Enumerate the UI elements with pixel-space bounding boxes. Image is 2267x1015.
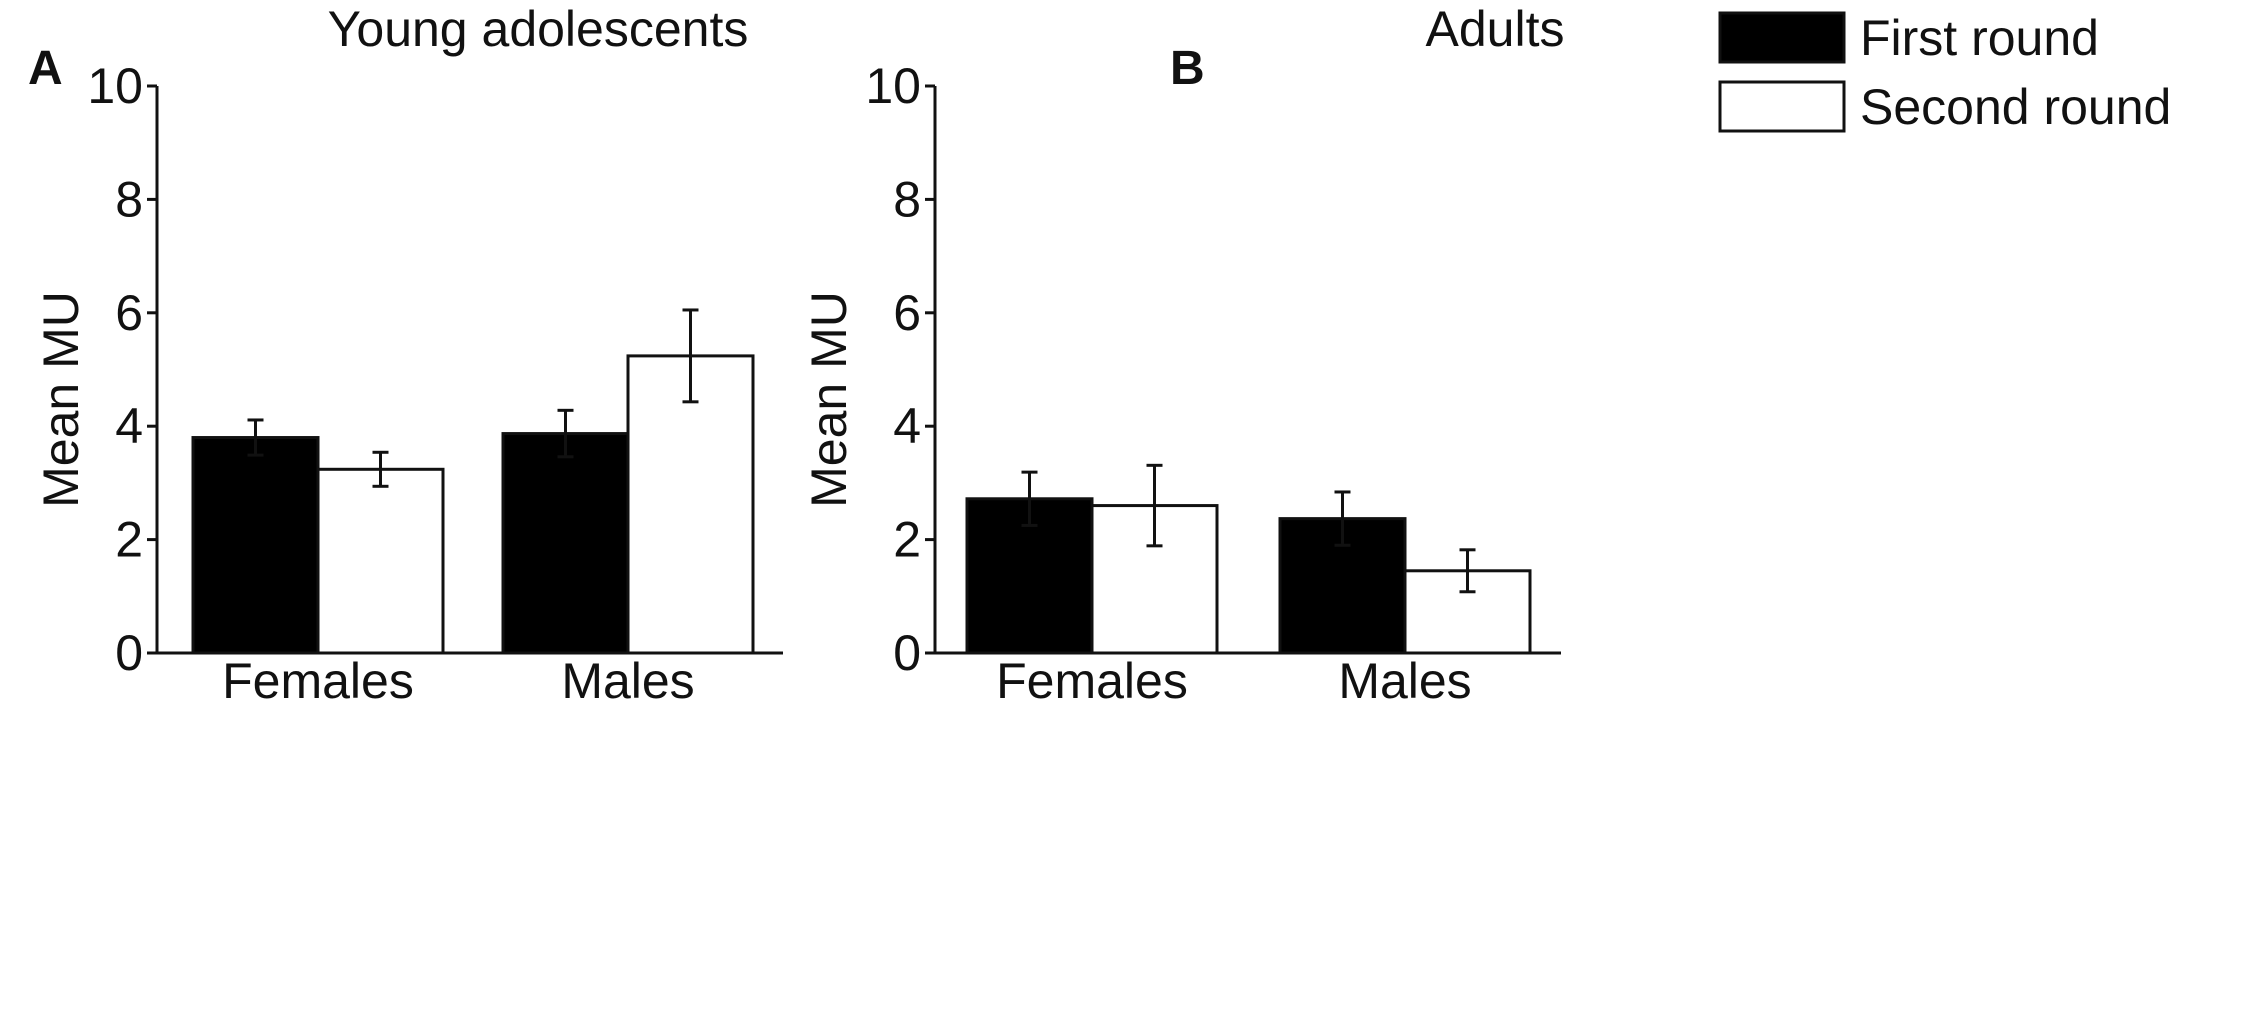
y-tick-label-10: 10 <box>865 58 921 114</box>
category-label-females: Females <box>222 653 414 709</box>
legend-item-first-round: First round <box>1718 10 2099 66</box>
bar-second-round-females <box>316 467 445 655</box>
legend-swatch-second-round <box>1718 80 1846 133</box>
y-tick-label-2: 2 <box>115 512 143 568</box>
legend-swatch-first-round <box>1718 11 1846 64</box>
y-tick-label-8: 8 <box>893 171 921 227</box>
error-bar-first-round-females <box>1021 470 1038 527</box>
y-tick-label-0: 0 <box>115 625 143 681</box>
panel-letter-a: A <box>28 42 63 95</box>
legend-label-first-round: First round <box>1860 10 2099 66</box>
category-label-females: Females <box>996 653 1188 709</box>
panel-b: B Adults 0 2 4 6 8 10 Females Males Mean MU <box>801 1 1564 709</box>
error-bar-second-round-females <box>372 450 389 488</box>
legend-label-second-round: Second round <box>1860 79 2171 135</box>
bar-first-round-males <box>501 432 630 655</box>
plot-area-b: 0 2 4 6 8 10 Females Males Mean MU <box>801 58 1561 709</box>
legend: First round Second round <box>1718 10 2171 135</box>
y-tick-label-0: 0 <box>893 625 921 681</box>
panel-a: A Young adolescents 0 2 4 6 8 10 Females Males M… <box>28 1 783 709</box>
category-label-males: Males <box>561 653 694 709</box>
y-axis-label: Mean MU <box>33 291 89 508</box>
plot-area-a: 0 2 4 6 8 10 Females Males Mean MU <box>33 58 783 709</box>
y-tick-label-6: 6 <box>893 285 921 341</box>
y-tick-label-6: 6 <box>115 285 143 341</box>
error-bar-first-round-females <box>247 418 264 457</box>
y-axis-label: Mean MU <box>801 291 857 508</box>
chart-title-young-adolescents: Young adolescents <box>328 1 749 57</box>
category-label-males: Males <box>1338 653 1471 709</box>
y-tick-label-8: 8 <box>115 171 143 227</box>
bar-second-round-males <box>626 354 755 655</box>
error-bar-second-round-males <box>1459 548 1476 594</box>
y-tick-label-4: 4 <box>115 398 143 454</box>
y-tick-label-2: 2 <box>893 512 921 568</box>
error-bar-second-round-males <box>682 308 699 404</box>
bar-first-round-females <box>191 436 320 655</box>
error-bar-first-round-males <box>1334 490 1351 547</box>
legend-item-second-round: Second round <box>1718 79 2171 135</box>
y-tick-label-10: 10 <box>87 58 143 114</box>
error-bar-second-round-females <box>1146 463 1163 548</box>
y-tick-label-4: 4 <box>893 398 921 454</box>
error-bar-first-round-males <box>557 408 574 459</box>
panel-letter-b: B <box>1170 42 1205 95</box>
chart-title-adults: Adults <box>1426 1 1565 57</box>
